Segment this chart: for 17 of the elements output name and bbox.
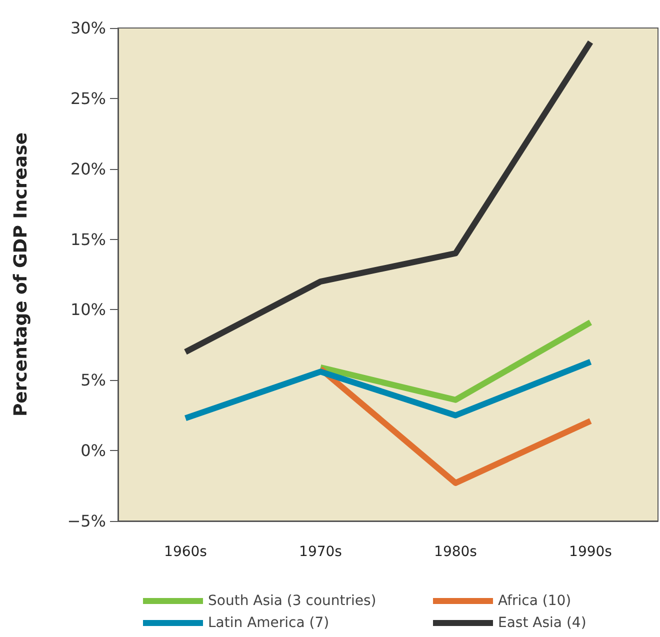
legend-label: South Asia (3 countries) <box>208 593 376 609</box>
x-tick-label: 1990s <box>569 544 612 560</box>
legend-label: Latin America (7) <box>208 615 330 631</box>
y-tick-label: 15% <box>70 230 106 249</box>
y-tick-label: 20% <box>70 159 106 178</box>
y-tick-label: 5% <box>80 370 106 390</box>
y-tick-label: 30% <box>70 18 106 38</box>
y-tick-label: −5% <box>67 512 106 530</box>
x-tick-label: 1970s <box>299 544 342 560</box>
x-tick-label: 1980s <box>434 544 477 560</box>
y-tick-label: 25% <box>70 88 106 108</box>
x-tick-label: 1960s <box>164 544 207 560</box>
y-tick-label: 10% <box>70 300 106 320</box>
legend-label: East Asia (4) <box>498 615 586 631</box>
legend-label: Africa (10) <box>498 593 572 609</box>
y-tick-label: 0% <box>80 441 106 460</box>
y-axis-title: Percentage of GDP Increase <box>10 132 32 417</box>
